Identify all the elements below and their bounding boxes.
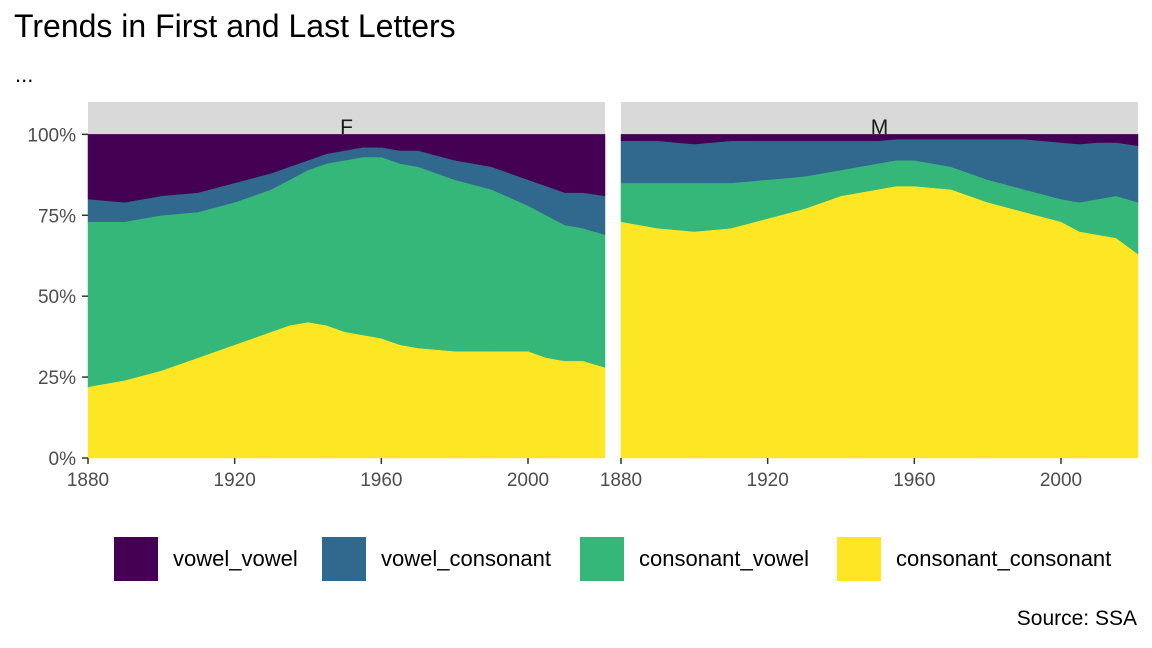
legend-label-consonant-consonant: consonant_consonant: [896, 546, 1112, 571]
chart-caption: Source: SSA: [1016, 607, 1137, 630]
x-tick-label-f-1880: 1880: [67, 470, 109, 491]
x-tick-label-f-1920: 1920: [214, 470, 256, 491]
y-tick-label-50pct: 50%: [38, 287, 76, 308]
facet-label-f: F: [340, 116, 353, 139]
x-tick-label-m-1880: 1880: [600, 470, 642, 491]
legend-item-vowel-vowel: vowel_vowel: [114, 536, 298, 582]
chart-title: Trends in First and Last Letters: [14, 8, 456, 44]
area-f-vowel-vowel: [87, 134, 606, 203]
y-tick-label-0pct: 0%: [49, 449, 77, 470]
legend: vowel_vowel vowel_consonant consonant_vo…: [0, 536, 1152, 582]
legend-label-consonant-vowel: consonant_vowel: [639, 546, 810, 571]
x-tick-label-m-2000: 2000: [1040, 470, 1082, 491]
legend-key-vowel-vowel: [114, 537, 158, 581]
legend-key-vowel-consonant: [322, 537, 366, 581]
legend-label-vowel-consonant: vowel_consonant: [381, 546, 552, 571]
legend-key-consonant-vowel: [580, 537, 624, 581]
legend-label-vowel-vowel: vowel_vowel: [173, 546, 298, 571]
legend-item-vowel-consonant: vowel_consonant: [322, 536, 551, 582]
y-tick-label-25pct: 25%: [38, 368, 76, 389]
legend-item-consonant-vowel: consonant_vowel: [580, 536, 809, 582]
faceted-area-chart: F 1880 1920 1960 2000 0% 25% 50% 75% 100% M 1880 192…: [27, 102, 1139, 491]
chart-subtitle: ...: [15, 62, 34, 87]
facet-label-m: M: [871, 116, 889, 139]
y-tick-label-75pct: 75%: [38, 206, 76, 227]
area-m-vowel-vowel: [620, 134, 1139, 146]
x-tick-label-f-2000: 2000: [507, 470, 549, 491]
legend-item-consonant-consonant: consonant_consonant: [837, 536, 1111, 582]
y-tick-label-100pct: 100%: [27, 125, 76, 146]
legend-key-consonant-consonant: [837, 537, 881, 581]
x-tick-label-f-1960: 1960: [360, 470, 402, 491]
x-tick-label-m-1920: 1920: [747, 470, 789, 491]
x-tick-label-m-1960: 1960: [893, 470, 935, 491]
